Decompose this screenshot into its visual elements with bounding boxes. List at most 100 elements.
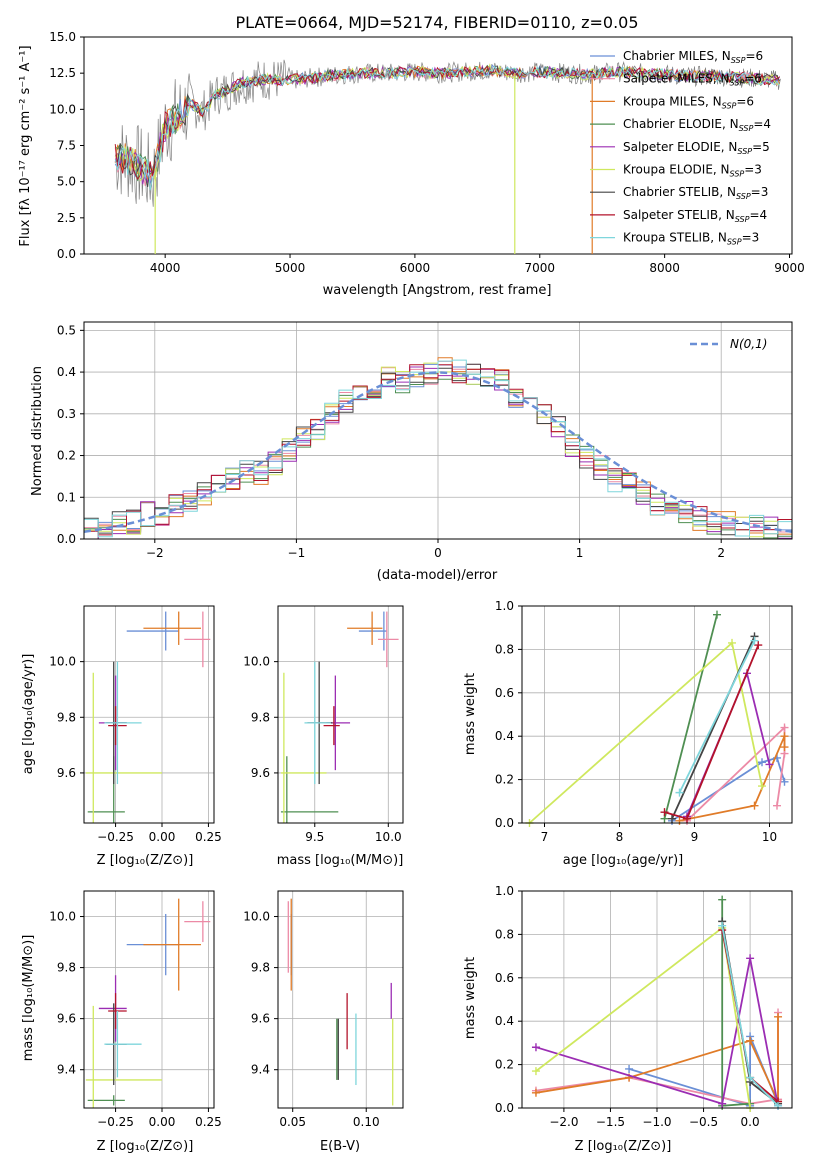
panel-ytick-label: 0.4 (495, 1014, 514, 1028)
spectrum-panel: wavelength [Angstrom, rest frame] Flux [… (18, 30, 805, 298)
massweight-series-marker (728, 638, 736, 647)
panel-xtick-label: 0.00 (149, 1115, 176, 1129)
spectrum-ytick-label: 5.0 (57, 175, 76, 189)
spectrum-model-line (114, 65, 780, 191)
mw-z-ylabel: mass weight (463, 957, 478, 1039)
massweight-series-marker (758, 782, 766, 791)
massweight-series-marker (746, 1036, 755, 1045)
panel-axes-frame (277, 605, 404, 824)
panel-xtick-label: 9 (691, 830, 699, 844)
massweight-series-marker (773, 801, 781, 810)
panel-ytick-label: 0.8 (495, 927, 514, 941)
massweight-series-marker (780, 743, 789, 752)
panel-axes-frame (521, 890, 793, 1109)
panel-ytick-label: 0.6 (495, 686, 514, 700)
panel-xtick-label: 0.10 (353, 1115, 380, 1129)
panel-ytick-label: 9.6 (57, 766, 76, 780)
histogram-xtick-label: −2 (146, 546, 164, 560)
panel-ytick-label: 9.6 (251, 766, 270, 780)
massweight-series-marker (780, 723, 789, 732)
panel-ytick-label: 9.8 (251, 710, 270, 724)
massweight-vs-metallicity-panel: −2.0 −1.5 −1.0 −0.5 0.0 0.0 0.2 0.4 0.6 0.8 1.0 (495, 884, 793, 1129)
panel-xtick-label: 0.0 (741, 1115, 760, 1129)
massweight-series-line (535, 958, 779, 1106)
spectrum-legend-entry: Kroupa STELIB, NSSP=3 (623, 231, 759, 247)
panel-ytick-label: 9.8 (57, 961, 76, 975)
panel-ytick-label: 1.0 (495, 599, 514, 613)
gaussian-legend-label: N(0,1) (730, 337, 767, 351)
mass-z-ylabel: mass [log₁₀(M/M⊙)] (21, 935, 36, 1062)
massweight-series-marker (746, 1073, 755, 1082)
spectrum-ytick-label: 12.5 (49, 66, 76, 80)
massweight-series-marker (683, 814, 691, 823)
spectrum-ytick-label: 10.0 (49, 102, 76, 116)
panel-axes-frame (521, 605, 793, 824)
panel-ytick-label: 9.6 (57, 1012, 76, 1026)
massweight-series-marker (531, 1067, 540, 1076)
spectrum-xtick-label: 5000 (275, 261, 306, 275)
panel-ytick-label: 10.0 (49, 655, 76, 669)
histogram-ytick-label: 0.4 (57, 365, 76, 379)
massweight-series-marker (718, 921, 727, 930)
panel-ytick-label: 0.6 (495, 971, 514, 985)
age-mass-xlabel: mass [log₁₀(M/M⊙)] (277, 853, 404, 868)
mw-age-ylabel: mass weight (463, 673, 478, 755)
spectrum-legend-entry: Chabrier ELODIE, NSSP=4 (623, 117, 771, 133)
panel-ytick-label: 9.8 (57, 710, 76, 724)
panel-axes-frame (277, 890, 404, 1109)
massweight-series-marker (765, 760, 774, 769)
spectrum-xtick-label: 8000 (649, 261, 680, 275)
panel-xtick-label: 9.5 (305, 830, 324, 844)
massweight-series-line (663, 614, 718, 819)
spectrum-legend-entry: Salpeter STELIB, NSSP=4 (623, 208, 767, 224)
mw-age-xlabel: age [log₁₀(age/yr)] (563, 853, 684, 868)
histogram-ytick-label: 0.1 (57, 490, 76, 504)
massweight-series-marker (758, 758, 766, 767)
panel-ytick-label: 0.0 (495, 816, 514, 830)
massweight-series-marker (531, 1088, 540, 1097)
age-z-ylabel: age [log₁₀(age/yr)] (21, 654, 36, 775)
spectrum-ytick-label: 0.0 (57, 247, 76, 261)
histogram-ylabel: Normed distribution (30, 366, 45, 496)
residual-histogram-panel: (data-model)/error Normed distribution −… (30, 321, 793, 583)
panel-xtick-label: 10.0 (375, 830, 402, 844)
mass-vs-metallicity-panel: −0.25 0.00 0.25 9.4 9.6 9.8 10.0 (49, 890, 222, 1129)
massweight-series-marker (713, 610, 721, 619)
histogram-ytick-label: 0.3 (57, 407, 76, 421)
massweight-vs-age-panel: 7 8 9 10 0.0 0.2 0.4 0.6 0.8 1.0 (495, 599, 793, 844)
panel-ytick-label: 9.4 (251, 1063, 270, 1077)
massweight-series-line (679, 735, 786, 822)
massweight-series-marker (750, 636, 759, 645)
mass-z-xlabel: Z [log₁₀(Z/Z⊙)] (97, 1139, 194, 1154)
histogram-xtick-label: 0 (434, 546, 442, 560)
panel-ytick-label: 9.8 (251, 961, 270, 975)
spectrum-legend-entry: Chabrier STELIB, NSSP=3 (623, 185, 768, 201)
massweight-series-marker (660, 808, 669, 817)
histogram-bars (83, 357, 793, 540)
spectrum-xtick-label: 7000 (524, 261, 555, 275)
panel-ytick-label: 9.6 (251, 1012, 270, 1026)
panel-xtick-label: 10 (762, 830, 777, 844)
massweight-series-marker (774, 1012, 783, 1021)
panel-axes-frame (83, 890, 215, 1109)
massweight-series-marker (780, 777, 789, 786)
histogram-xtick-label: −1 (288, 546, 306, 560)
spectrum-ticks: 4000 5000 6000 7000 8000 9000 0.0 2.5 5.0 7.5 10.0… (49, 30, 804, 275)
panel-axes-frame (83, 605, 215, 824)
histogram-xtick-label: 1 (576, 546, 584, 560)
panel-xtick-label: −1.5 (596, 1115, 625, 1129)
panel-xtick-label: −0.25 (97, 1115, 134, 1129)
spectrum-model-line (114, 65, 780, 181)
panel-ytick-label: 10.0 (243, 655, 270, 669)
panel-xtick-label: 0.05 (279, 1115, 306, 1129)
spectrum-xtick-label: 9000 (774, 261, 805, 275)
age-z-xlabel: Z [log₁₀(Z/Z⊙)] (97, 853, 194, 868)
spectrum-legend-entry: Salpeter ELODIE, NSSP=5 (623, 140, 770, 156)
panel-ytick-label: 9.4 (57, 1063, 76, 1077)
mw-z-xlabel: Z [log₁₀(Z/Z⊙)] (575, 1139, 672, 1154)
massweight-series-marker (746, 954, 755, 963)
histogram-ticks: −2 −1 0 1 2 0.0 0.1 0.2 0.3 0.4 0.5 (57, 323, 725, 560)
panel-xtick-label: 7 (541, 830, 549, 844)
massweight-series-marker (718, 1099, 727, 1108)
age-vs-mass-panel: 9.5 10.0 9.6 9.8 10.0 (243, 605, 404, 844)
